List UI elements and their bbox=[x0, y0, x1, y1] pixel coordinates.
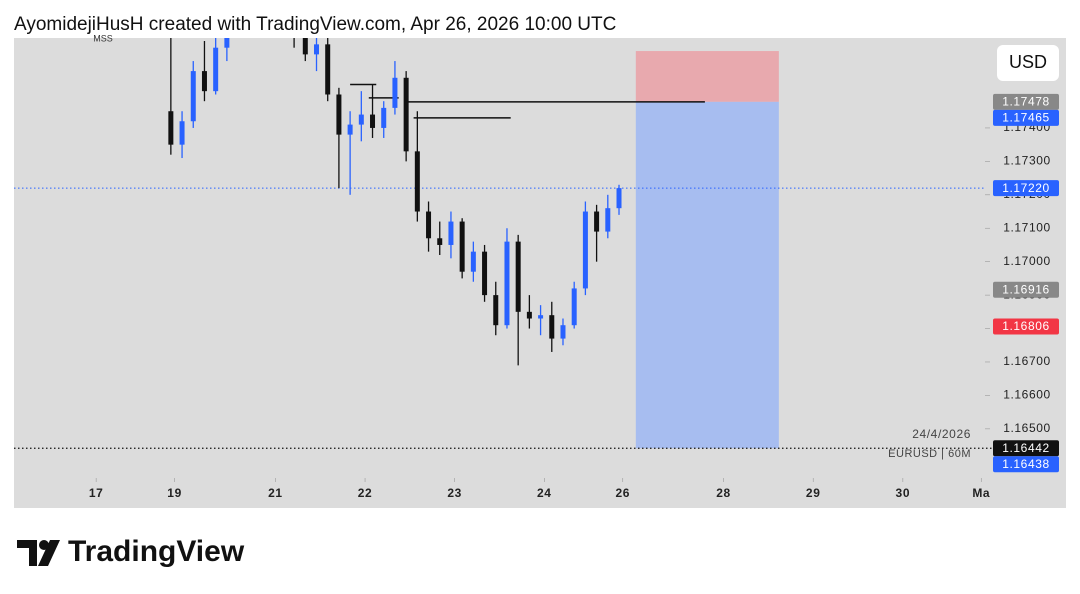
candle-body bbox=[493, 295, 499, 326]
candle-body bbox=[370, 114, 376, 128]
candle-body bbox=[168, 111, 174, 145]
currency-button[interactable]: USD bbox=[1009, 52, 1047, 72]
price-badge bbox=[993, 318, 1059, 335]
candle-body bbox=[448, 221, 454, 245]
price-badge-label: 1.16438 bbox=[1002, 457, 1050, 471]
candle-body bbox=[179, 121, 185, 145]
x-tick-label: 19 bbox=[167, 486, 182, 500]
candle-body bbox=[526, 311, 532, 319]
price-badge-label: 1.17478 bbox=[1002, 95, 1050, 109]
chart-background bbox=[14, 38, 1066, 508]
price-badge-label: 1.17220 bbox=[1002, 181, 1050, 195]
date-label: 24/4/2026 bbox=[912, 427, 971, 441]
candle-body bbox=[560, 325, 566, 339]
price-badge-label: 1.16442 bbox=[1002, 441, 1050, 455]
candle-body bbox=[201, 71, 207, 92]
y-tick-label: 1.17300 bbox=[1003, 154, 1051, 168]
candle-body bbox=[213, 47, 219, 92]
candle-body bbox=[336, 94, 342, 135]
currency-button-bg[interactable] bbox=[997, 45, 1059, 81]
candle-body bbox=[258, 4, 263, 14]
x-tick-label: 17 bbox=[89, 486, 104, 500]
price-badge bbox=[993, 180, 1059, 197]
price-badge bbox=[993, 440, 1059, 457]
candle-body bbox=[347, 124, 353, 135]
price-badge bbox=[993, 456, 1059, 473]
price-badge-label: 1.16916 bbox=[1002, 282, 1050, 296]
candle-body bbox=[549, 315, 555, 339]
x-tick-label: 29 bbox=[806, 486, 821, 500]
candle-body bbox=[325, 44, 331, 95]
target-zone bbox=[635, 101, 779, 449]
x-tick-label: 28 bbox=[716, 486, 731, 500]
candle-body bbox=[616, 188, 622, 209]
candle-body bbox=[571, 288, 577, 326]
price-badge bbox=[993, 281, 1059, 298]
x-tick-label: Ma bbox=[972, 486, 990, 500]
candle-body bbox=[594, 211, 600, 232]
y-tick-label: 1.17000 bbox=[1003, 254, 1051, 268]
marker-label: MSS bbox=[93, 33, 113, 43]
x-tick-label: 22 bbox=[358, 486, 373, 500]
candle-body bbox=[314, 44, 320, 55]
candle-body bbox=[426, 211, 432, 239]
candle-body bbox=[538, 315, 544, 319]
candle-body bbox=[190, 71, 196, 122]
candle-body bbox=[504, 241, 510, 326]
candle-body bbox=[381, 107, 387, 128]
stop-zone bbox=[635, 51, 779, 102]
price-badge-label: 1.17465 bbox=[1002, 111, 1050, 125]
x-tick-label: 26 bbox=[615, 486, 630, 500]
candle-body bbox=[414, 151, 420, 212]
x-tick-label: 21 bbox=[268, 486, 283, 500]
x-tick-label: 30 bbox=[896, 486, 911, 500]
y-tick-label: 1.16700 bbox=[1003, 354, 1051, 368]
candle-body bbox=[482, 251, 488, 296]
price-badge bbox=[993, 93, 1059, 110]
candle-body bbox=[437, 238, 443, 245]
candle-body bbox=[470, 251, 476, 272]
candle-body bbox=[224, 38, 230, 48]
y-tick-label: 1.16600 bbox=[1003, 388, 1051, 402]
candle-body bbox=[358, 114, 364, 125]
candle-body bbox=[459, 221, 465, 272]
y-tick-label: 1.16500 bbox=[1003, 421, 1051, 435]
candle-body bbox=[515, 241, 521, 312]
brand-name: TradingView bbox=[68, 535, 245, 568]
candle-body bbox=[403, 77, 409, 152]
price-badge bbox=[993, 109, 1059, 126]
candle-body bbox=[269, 0, 274, 4]
brand-logo bbox=[17, 540, 60, 566]
price-badge-label: 1.16806 bbox=[1002, 319, 1050, 333]
symbol-label: EURUSD | 60M bbox=[888, 448, 971, 460]
candle-body bbox=[392, 77, 398, 108]
y-tick-label: 1.17100 bbox=[1003, 220, 1051, 234]
header: AyomidejiHusH created with TradingView.c… bbox=[14, 14, 616, 35]
plot bbox=[14, 0, 985, 449]
x-tick-label: 23 bbox=[447, 486, 462, 500]
candle-body bbox=[605, 208, 611, 232]
candle-body bbox=[582, 211, 588, 289]
x-tick-label: 24 bbox=[537, 486, 552, 500]
candle-body bbox=[302, 38, 308, 55]
